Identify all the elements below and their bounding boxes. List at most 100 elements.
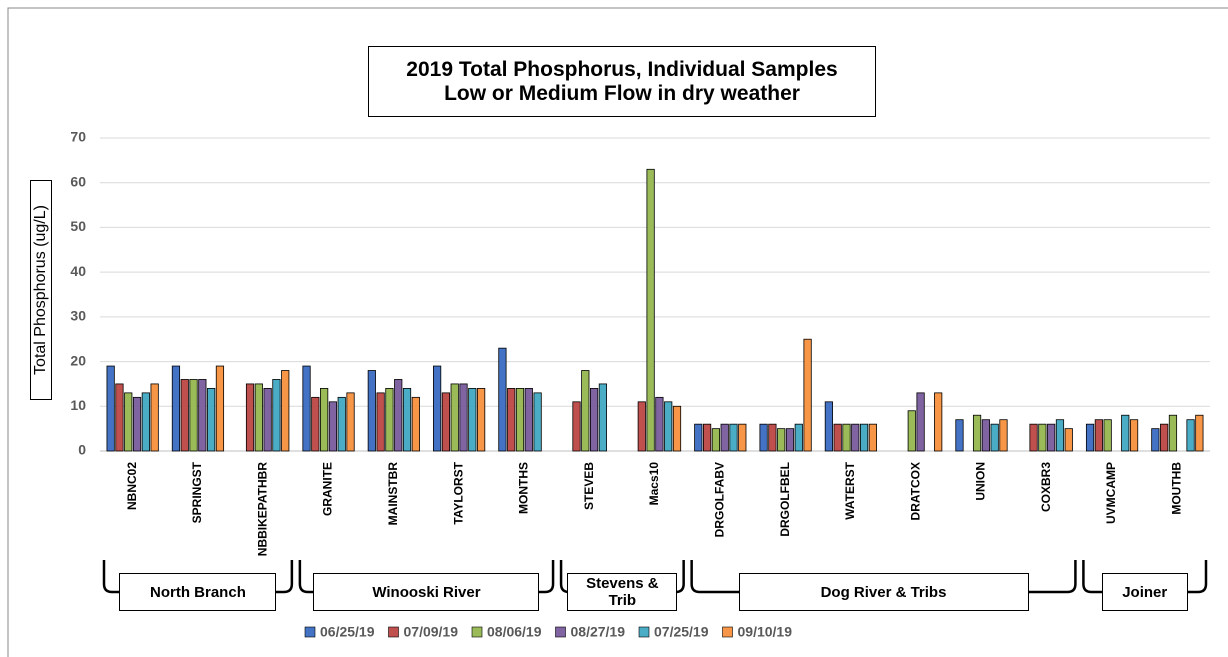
bar	[1103, 419, 1112, 452]
bar	[189, 379, 198, 452]
y-tick-label: 20	[70, 352, 86, 368]
bar	[245, 383, 255, 452]
x-tick-label: MAINSTBR	[386, 462, 400, 526]
bar	[337, 396, 346, 452]
bar	[581, 370, 590, 452]
bar	[1186, 419, 1195, 452]
legend-swatch	[638, 626, 650, 638]
y-tick-label: 10	[70, 397, 86, 413]
y-tick-label: 50	[70, 218, 86, 234]
bar	[468, 387, 477, 452]
bar	[851, 423, 860, 452]
x-tick-label: STEVEB	[582, 462, 596, 510]
x-tick-label: NBBIKEPATHBR	[255, 462, 269, 557]
x-tick-label: MONTHS	[517, 462, 531, 514]
legend-label: 07/25/19	[654, 624, 709, 640]
bar	[738, 423, 747, 452]
bar	[842, 423, 851, 452]
bar	[768, 423, 777, 452]
legend-swatch	[471, 626, 483, 638]
group-label: Stevens & Trib	[567, 573, 678, 611]
bar	[1160, 423, 1169, 452]
bar	[794, 423, 803, 452]
bar	[402, 387, 412, 452]
bar	[272, 379, 281, 452]
legend-swatch	[722, 626, 733, 638]
legend-label: 06/25/19	[320, 624, 375, 640]
y-tick-label: 40	[70, 263, 86, 279]
x-tick-label: NBNC02	[125, 462, 139, 510]
bar	[694, 423, 703, 452]
bar	[785, 428, 795, 452]
bar	[124, 392, 133, 452]
legend-swatch	[555, 626, 566, 638]
bar	[803, 338, 812, 452]
bar	[477, 387, 486, 452]
bar	[868, 423, 877, 452]
bar	[729, 423, 738, 452]
legend-label: 08/06/19	[487, 624, 542, 640]
chart-title: 2019 Total Phosphorus, Individual Sample…	[406, 57, 838, 81]
bar	[106, 365, 115, 452]
legend-label: 08/27/19	[571, 624, 626, 640]
y-tick-label: 30	[70, 308, 86, 324]
bar	[254, 383, 263, 452]
bar	[1055, 419, 1065, 452]
bar	[1038, 423, 1047, 452]
bar	[672, 405, 682, 452]
bar	[207, 387, 216, 452]
bar	[777, 428, 786, 452]
bar	[824, 401, 833, 452]
bar	[450, 383, 459, 452]
chart-subtitle: Low or Medium Flow in dry weather	[444, 81, 800, 105]
bar	[515, 387, 525, 452]
bar	[702, 423, 712, 452]
bar	[981, 419, 990, 452]
bar	[1129, 419, 1139, 452]
x-tick-label: SPRINGST	[190, 461, 204, 523]
bar	[972, 414, 982, 452]
bar	[311, 396, 320, 452]
group-label: North Branch	[119, 573, 277, 611]
bar	[376, 392, 385, 452]
bar	[411, 396, 420, 452]
bar	[507, 387, 516, 452]
bar	[720, 423, 729, 452]
x-tick-label: TAYLORST	[451, 461, 465, 524]
bar	[1195, 414, 1204, 452]
bar	[955, 419, 964, 452]
bar	[533, 392, 542, 452]
bar	[180, 379, 189, 452]
title-box: 2019 Total Phosphorus, Individual Sample…	[368, 46, 876, 117]
bar	[1168, 414, 1178, 452]
bar	[646, 168, 655, 452]
legend-label: 07/09/19	[404, 624, 459, 640]
bar	[441, 392, 451, 452]
bar	[598, 383, 608, 452]
bar	[664, 401, 673, 452]
x-tick-label: UNION	[974, 462, 988, 501]
bar	[1085, 423, 1095, 452]
x-tick-label: DRGOLFBEL	[778, 462, 792, 537]
x-tick-label: UVMCAMP	[1104, 462, 1118, 524]
bar	[711, 428, 720, 452]
bar	[302, 365, 311, 452]
bar	[459, 383, 468, 452]
bar	[934, 392, 943, 452]
bar	[433, 365, 442, 452]
bar	[859, 423, 869, 452]
y-tick-label: 70	[70, 129, 86, 145]
bar	[328, 401, 338, 452]
bar	[394, 379, 403, 452]
bar	[346, 392, 355, 452]
bar	[150, 383, 159, 452]
bar	[171, 365, 181, 452]
y-tick-label: 60	[70, 173, 86, 189]
bar	[1064, 428, 1073, 452]
bar	[999, 419, 1008, 452]
bar	[320, 387, 329, 452]
group-label: Winooski River	[313, 573, 540, 611]
x-tick-label: GRANITE	[321, 462, 335, 516]
